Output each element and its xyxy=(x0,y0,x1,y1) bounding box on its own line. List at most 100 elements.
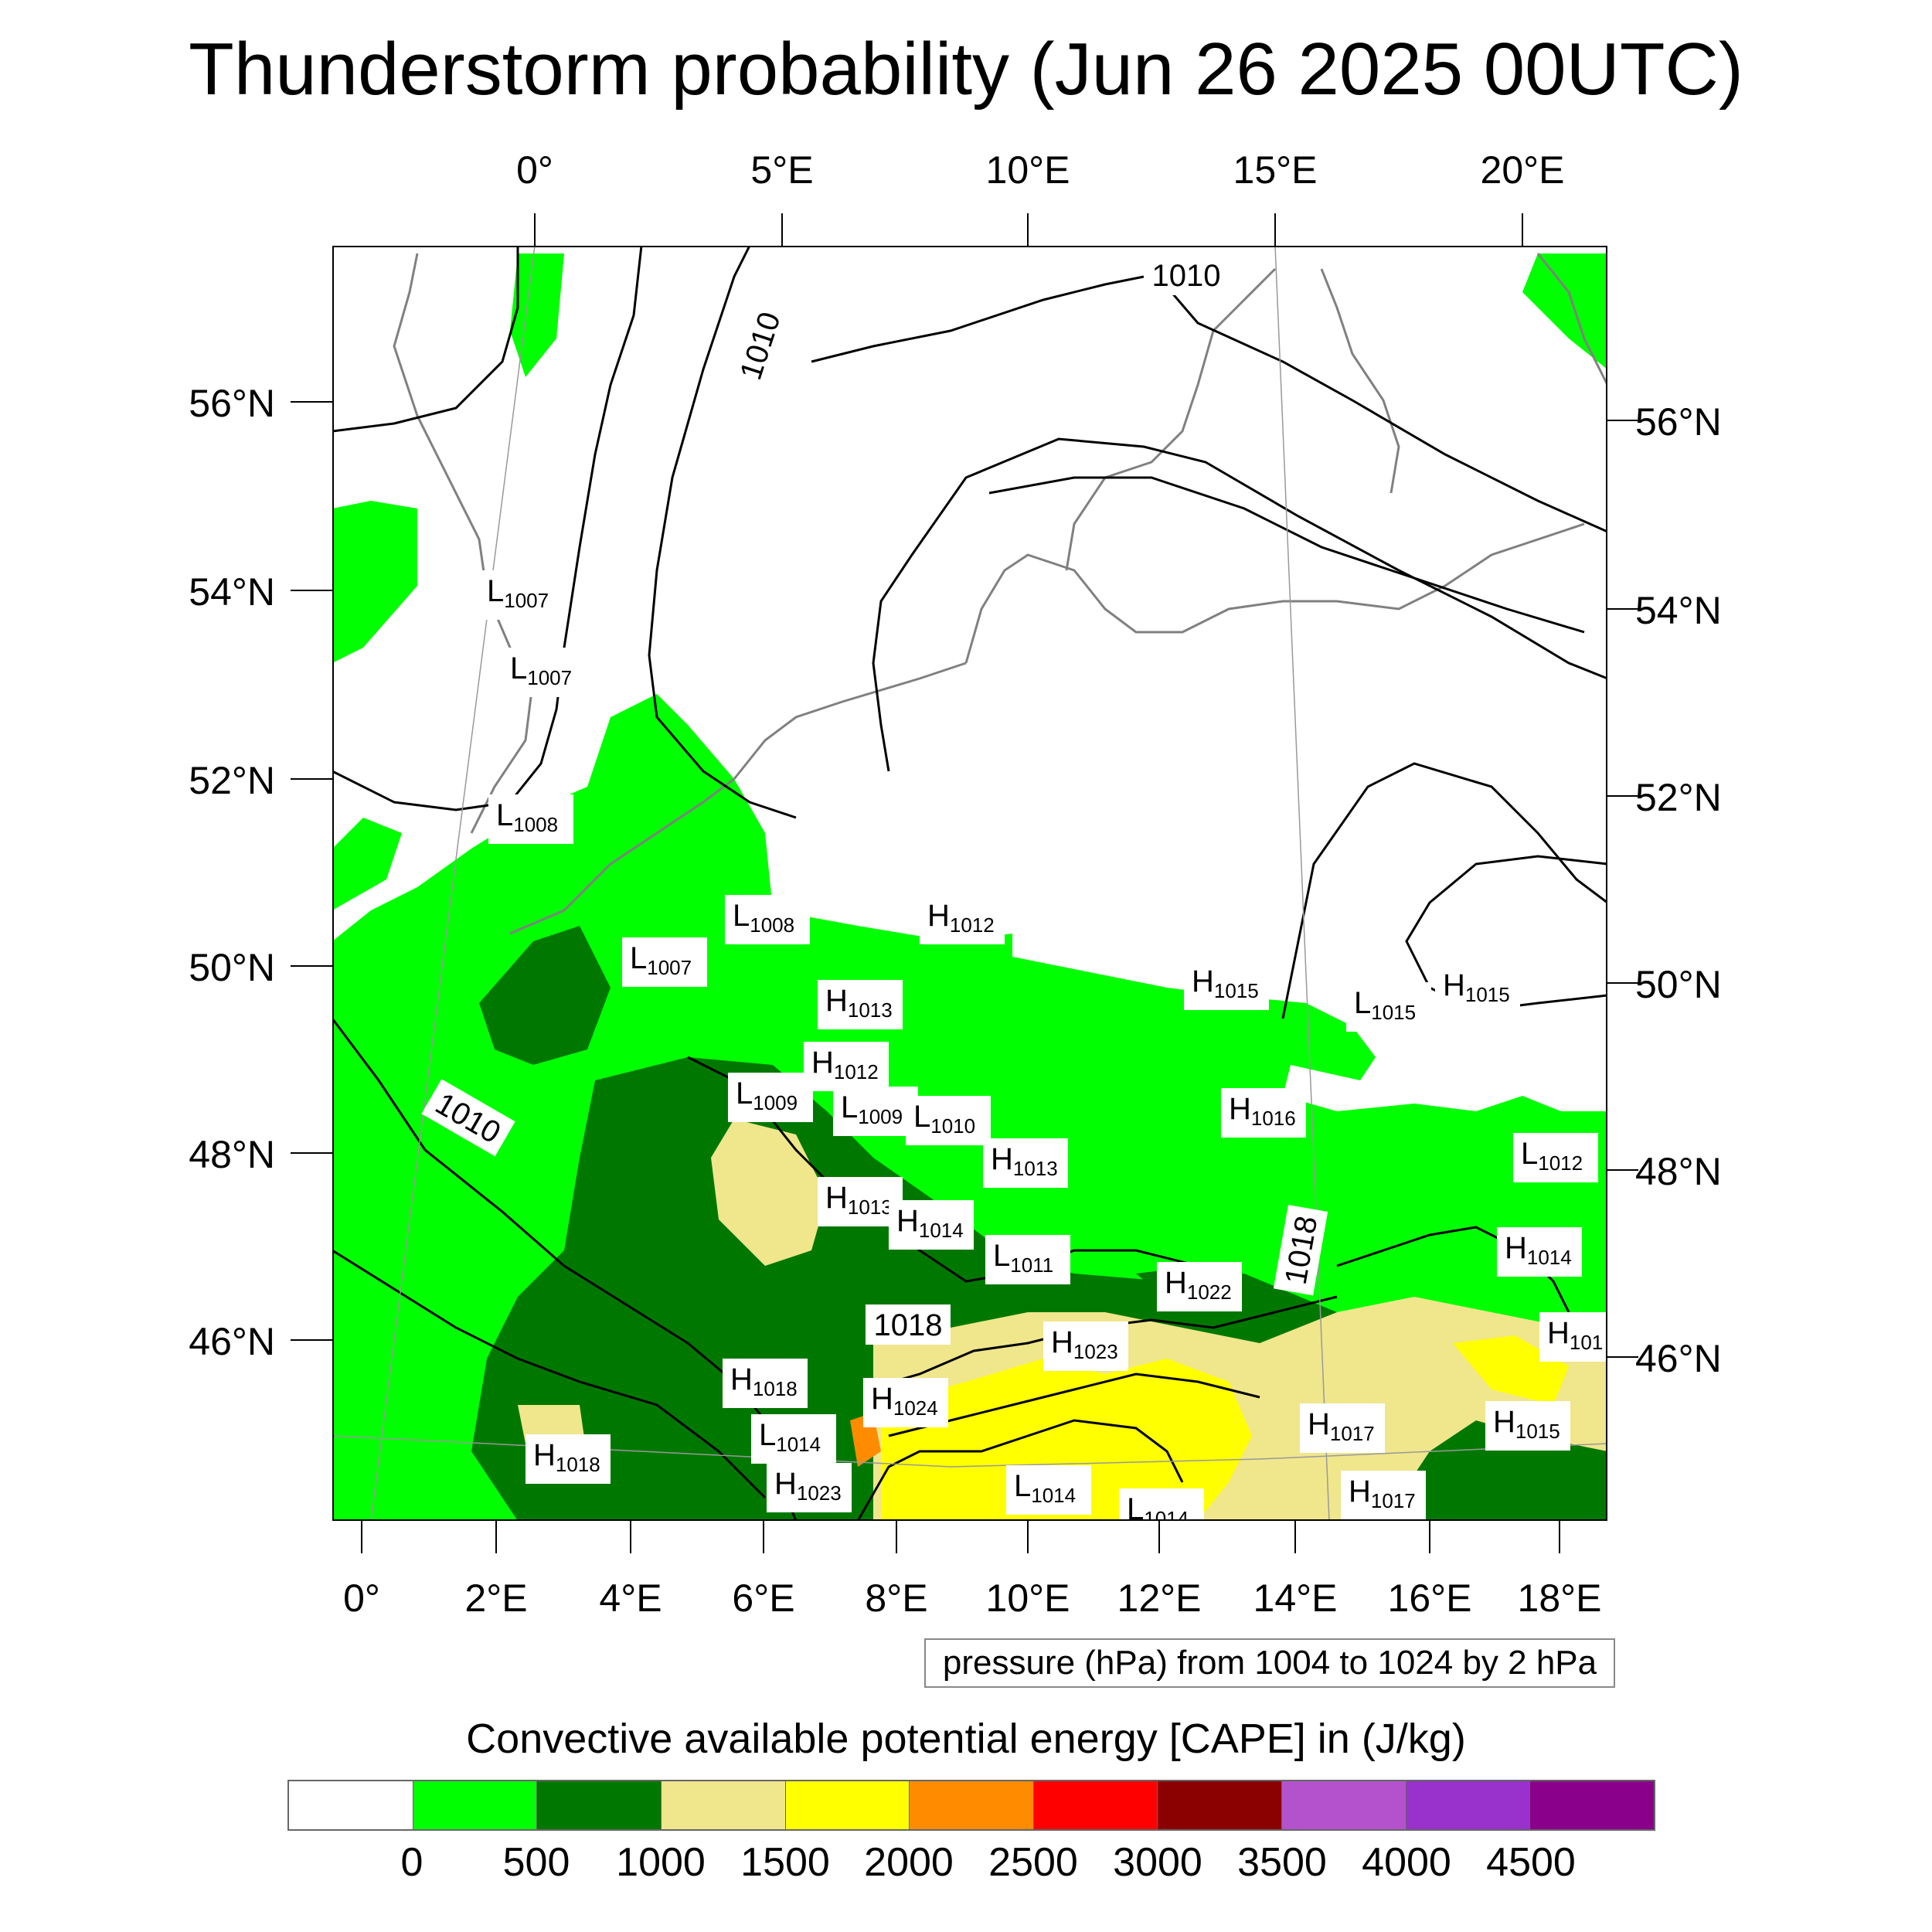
top-lon-label: 20°E xyxy=(1480,148,1565,192)
pressure-type: H xyxy=(1192,964,1214,998)
pressure-center-label: L1008 xyxy=(496,798,558,836)
pressure-type: H xyxy=(1051,1325,1073,1359)
pressure-label-box xyxy=(983,1138,1068,1188)
pressure-center-label: H1023 xyxy=(1051,1325,1118,1363)
bottom-lon-label: 8°E xyxy=(865,1577,928,1620)
pressure-label-box xyxy=(526,1434,611,1484)
pressure-type: H xyxy=(871,1382,893,1416)
right-lat-label: 54°N xyxy=(1635,589,1722,632)
colorbar-segment xyxy=(413,1781,538,1829)
right-lat-label: 56°N xyxy=(1635,400,1722,444)
pressure-center-label: H1017 xyxy=(1308,1407,1375,1445)
colorbar-label: 1000 xyxy=(616,1840,706,1885)
pressure-label-box xyxy=(1435,964,1520,1014)
pressure-type: L xyxy=(1014,1469,1031,1503)
coastline xyxy=(393,253,535,834)
pressure-type: L xyxy=(841,1090,858,1124)
pressure-center-label: L1009 xyxy=(841,1090,903,1128)
pressure-center-label: H1015 xyxy=(1493,1405,1560,1443)
pressure-type: L xyxy=(487,574,504,608)
coastline xyxy=(1065,267,1277,571)
pressure-label-box xyxy=(1513,1133,1598,1182)
pressure-value: 1012 xyxy=(950,913,995,937)
pressure-label-box xyxy=(1157,1262,1242,1311)
pressure-label-box xyxy=(906,1096,991,1145)
isobar xyxy=(648,246,797,819)
pressure-type: L xyxy=(993,1239,1010,1273)
colorbar-label: 500 xyxy=(502,1840,570,1885)
pressure-center-label: L1007 xyxy=(487,574,549,612)
contour-info-box: pressure (hPa) from 1004 to 1024 by 2 hP… xyxy=(924,1638,1615,1688)
pressure-type: L xyxy=(1521,1137,1538,1171)
left-lat-label: 52°N xyxy=(189,759,275,802)
contour-label: 1010 xyxy=(1152,259,1221,293)
pressure-value: 1023 xyxy=(1073,1340,1118,1363)
left-lat-label: 54°N xyxy=(189,570,275,614)
colorbar-segment xyxy=(1158,1781,1283,1829)
map-frame xyxy=(332,246,1607,1521)
top-lon-label: 15°E xyxy=(1233,148,1318,192)
pressure-center-label: L1008 xyxy=(733,899,794,937)
pressure-type: L xyxy=(736,1077,753,1111)
meridian-line xyxy=(1274,246,1330,1521)
coastline xyxy=(733,662,967,780)
pressure-value: 1014 xyxy=(919,1219,964,1242)
pressure-value: 1022 xyxy=(1187,1281,1232,1304)
isobar xyxy=(811,275,1145,363)
colorbar-label: 2000 xyxy=(864,1840,954,1885)
top-lon-label: 0° xyxy=(516,148,553,192)
pressure-type: L xyxy=(913,1100,930,1134)
pressure-label-box xyxy=(1119,1488,1204,1521)
pressure-value: 1010 xyxy=(930,1114,975,1138)
top-lon-label: 10°E xyxy=(985,148,1070,192)
contour-label: 1018 xyxy=(874,1308,943,1342)
bottom-lon-label: 4°E xyxy=(599,1577,662,1620)
colorbar-label: 4000 xyxy=(1362,1840,1451,1885)
pressure-type: L xyxy=(733,899,750,933)
pressure-type: L xyxy=(510,651,527,685)
cape-region-0-500 xyxy=(510,253,564,377)
pressure-type: H xyxy=(991,1142,1013,1176)
contour-label-box xyxy=(421,1079,515,1157)
colorbar-segment xyxy=(1406,1781,1531,1829)
pressure-type: H xyxy=(825,984,848,1018)
pressure-value: 1018 xyxy=(753,1377,798,1400)
colorbar-label: 1500 xyxy=(740,1840,830,1885)
pressure-value: 1015 xyxy=(1515,1420,1560,1443)
pressure-center-label: H101 xyxy=(1547,1316,1603,1354)
pressure-center-label: L1007 xyxy=(630,941,692,979)
colorbar-segment xyxy=(1530,1781,1655,1829)
pressure-label-box xyxy=(479,570,564,620)
colorbar-segment xyxy=(1033,1781,1158,1829)
pressure-value: 1015 xyxy=(1371,1001,1416,1024)
pressure-center-label: L1014 xyxy=(1014,1469,1076,1507)
pressure-value: 1014 xyxy=(776,1433,821,1456)
pressure-center-label: H1013 xyxy=(991,1142,1058,1180)
colorbar xyxy=(287,1780,1655,1831)
pressure-label-box xyxy=(622,937,707,987)
pressure-value: 1013 xyxy=(848,1196,893,1219)
pressure-center-label: L1011 xyxy=(993,1239,1053,1277)
colorbar-title: Convective available potential energy [C… xyxy=(466,1716,1466,1762)
pressure-center-label: H1016 xyxy=(1229,1092,1296,1130)
pressure-center-label: H1013 xyxy=(825,984,893,1022)
pressure-center-label: H1012 xyxy=(811,1046,879,1083)
meridian-line xyxy=(370,246,536,1521)
pressure-label-box xyxy=(889,1200,974,1250)
pressure-label-box xyxy=(751,1414,836,1464)
pressure-center-label: H1017 xyxy=(1349,1475,1416,1512)
pressure-center-label: H1014 xyxy=(1505,1231,1572,1269)
pressure-value: 1008 xyxy=(513,813,558,836)
isobar xyxy=(888,1372,1260,1437)
pressure-label-box xyxy=(818,1177,903,1226)
pressure-label-box xyxy=(818,980,903,1029)
pressure-center-label: H1013 xyxy=(825,1181,893,1219)
pressure-value: 1017 xyxy=(1330,1422,1375,1445)
pressure-value: 1023 xyxy=(797,1481,842,1505)
contour-label-box xyxy=(727,299,792,393)
colorbar-segment xyxy=(910,1781,1034,1829)
pressure-label-box xyxy=(863,1378,948,1427)
pressure-label-box xyxy=(1485,1401,1570,1451)
isobar xyxy=(856,1419,1184,1521)
pressure-center-label: L1014 xyxy=(1127,1492,1189,1521)
